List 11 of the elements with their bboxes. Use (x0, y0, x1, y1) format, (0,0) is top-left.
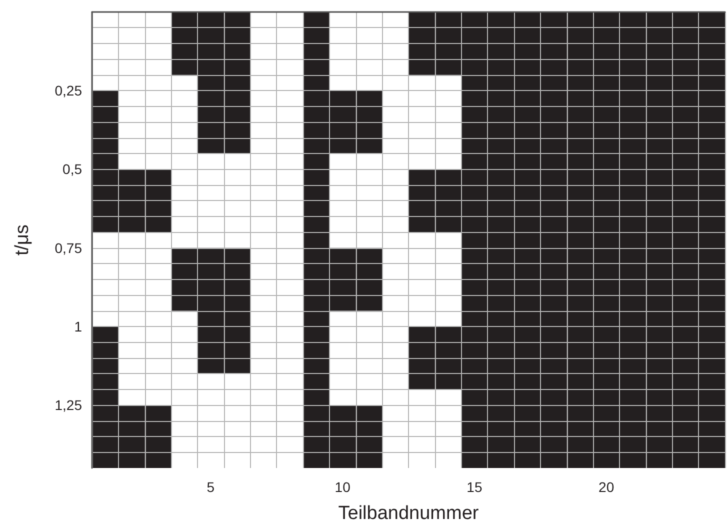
y-tick-label: 1 (74, 318, 82, 334)
y-tick-label: 0,75 (54, 240, 82, 256)
x-tick-label: 10 (334, 479, 351, 495)
y-tick-label: 0,25 (54, 82, 82, 99)
y-axis-title: t/μs (12, 224, 33, 256)
y-tick-label: 0,5 (62, 161, 82, 178)
x-tick-label: 5 (206, 479, 215, 495)
y-tick-label: 1,25 (54, 397, 82, 414)
x-axis-title: Teilbandnummer (338, 503, 480, 524)
x-tick-label: 15 (466, 479, 482, 495)
x-tick-label: 20 (598, 479, 614, 495)
